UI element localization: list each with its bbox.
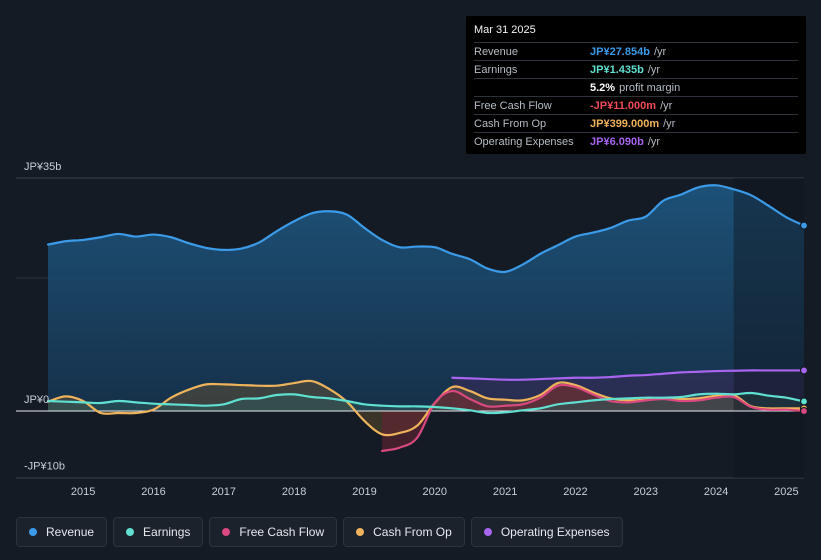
tooltip-row-value: 5.2%: [590, 81, 616, 94]
tooltip-row: Cash From Op JP¥399.000m/yr: [474, 114, 798, 132]
tooltip-row: Operating Expenses JP¥6.090b/yr: [474, 132, 798, 150]
forecast-shade: [733, 178, 804, 478]
end-marker-revenue: [799, 221, 809, 230]
revenue-area: [48, 185, 804, 411]
tooltip-row-unit: profit margin: [619, 81, 681, 94]
series-line-earnings: [46, 391, 806, 415]
tooltip-row: Earnings JP¥1.435b/yr: [474, 60, 798, 78]
series-line-operating-expenses: [451, 369, 806, 381]
end-marker-earnings: [799, 397, 809, 406]
tooltip-row-unit: /yr: [647, 135, 661, 148]
legend-item-free-cash-flow[interactable]: Free Cash Flow: [209, 517, 338, 547]
tooltip-row: Revenue JP¥27.854b/yr: [474, 42, 798, 60]
tooltip-row-value: -JP¥11.000m: [590, 99, 657, 112]
y-tick-label: JP¥0: [24, 394, 49, 406]
legend-item-earnings[interactable]: Earnings: [113, 517, 204, 547]
end-marker-operating-expenses: [799, 366, 809, 375]
x-tick-label: 2019: [352, 486, 376, 498]
y-tick-label: -JP¥10b: [24, 461, 65, 473]
cash-from-op-area: [48, 380, 804, 436]
x-tick-label: 2017: [212, 486, 236, 498]
legend-dot-icon: [126, 528, 135, 536]
x-tick-label: 2021: [493, 486, 517, 498]
tooltip-row-value: JP¥399.000m: [590, 117, 660, 130]
legend-dot-icon: [29, 528, 37, 536]
legend-dot-icon: [483, 528, 492, 536]
tooltip-row-unit: /yr: [647, 63, 661, 76]
x-tick-label: 2024: [704, 486, 728, 498]
legend-label: Cash From Op: [373, 525, 452, 539]
series-line-revenue: [46, 184, 806, 274]
series-line-cash-from-op: [46, 379, 806, 437]
x-tick-label: 2016: [141, 486, 165, 498]
legend-label: Free Cash Flow: [239, 525, 325, 539]
legend-item-operating-expenses[interactable]: Operating Expenses: [470, 517, 623, 547]
series-line-free-cash-flow: [380, 383, 806, 453]
tooltip-row-value: JP¥1.435b: [590, 63, 644, 76]
x-tick-label: 2022: [563, 486, 587, 498]
legend: Revenue Earnings Free Cash Flow Cash From O…: [16, 517, 623, 547]
y-tick-label: JP¥35b: [24, 161, 61, 173]
legend-item-revenue[interactable]: Revenue: [16, 517, 108, 547]
x-tick-label: 2023: [634, 486, 658, 498]
tooltip-row: 5.2% profit margin: [474, 78, 798, 96]
end-marker-free-cash-flow: [799, 406, 809, 416]
earnings-area: [48, 393, 804, 414]
tooltip-row-value: JP¥27.854b: [590, 45, 650, 58]
x-tick-label: 2025: [774, 486, 798, 498]
x-tick-label: 2020: [423, 486, 447, 498]
legend-label: Revenue: [46, 525, 95, 539]
tooltip-row-value: JP¥6.090b: [590, 135, 644, 148]
legend-label: Earnings: [143, 525, 191, 539]
legend-dot-icon: [222, 528, 231, 536]
tooltip-panel: Mar 31 2025 Revenue JP¥27.854b/yr Earnings…: [466, 16, 806, 154]
tooltip-row-unit: /yr: [663, 117, 676, 130]
tooltip-row-label: Operating Expenses: [474, 135, 574, 148]
x-tick-label: 2018: [282, 486, 306, 498]
legend-label: Operating Expenses: [500, 525, 610, 539]
tooltip-row-label: Revenue: [474, 45, 519, 58]
tooltip-row-label: Free Cash Flow: [474, 99, 552, 112]
x-tick-label: 2015: [71, 486, 95, 498]
tooltip-date: Mar 31 2025: [474, 24, 536, 36]
tooltip-row-unit: /yr: [660, 99, 673, 112]
tooltip-row-unit: /yr: [653, 45, 667, 58]
legend-item-cash-from-op[interactable]: Cash From Op: [343, 517, 465, 547]
tooltip-row-label: Cash From Op: [474, 117, 547, 130]
tooltip-row-label: Earnings: [474, 63, 518, 76]
legend-dot-icon: [356, 528, 365, 536]
tooltip-row: Free Cash Flow -JP¥11.000m/yr: [474, 96, 798, 114]
